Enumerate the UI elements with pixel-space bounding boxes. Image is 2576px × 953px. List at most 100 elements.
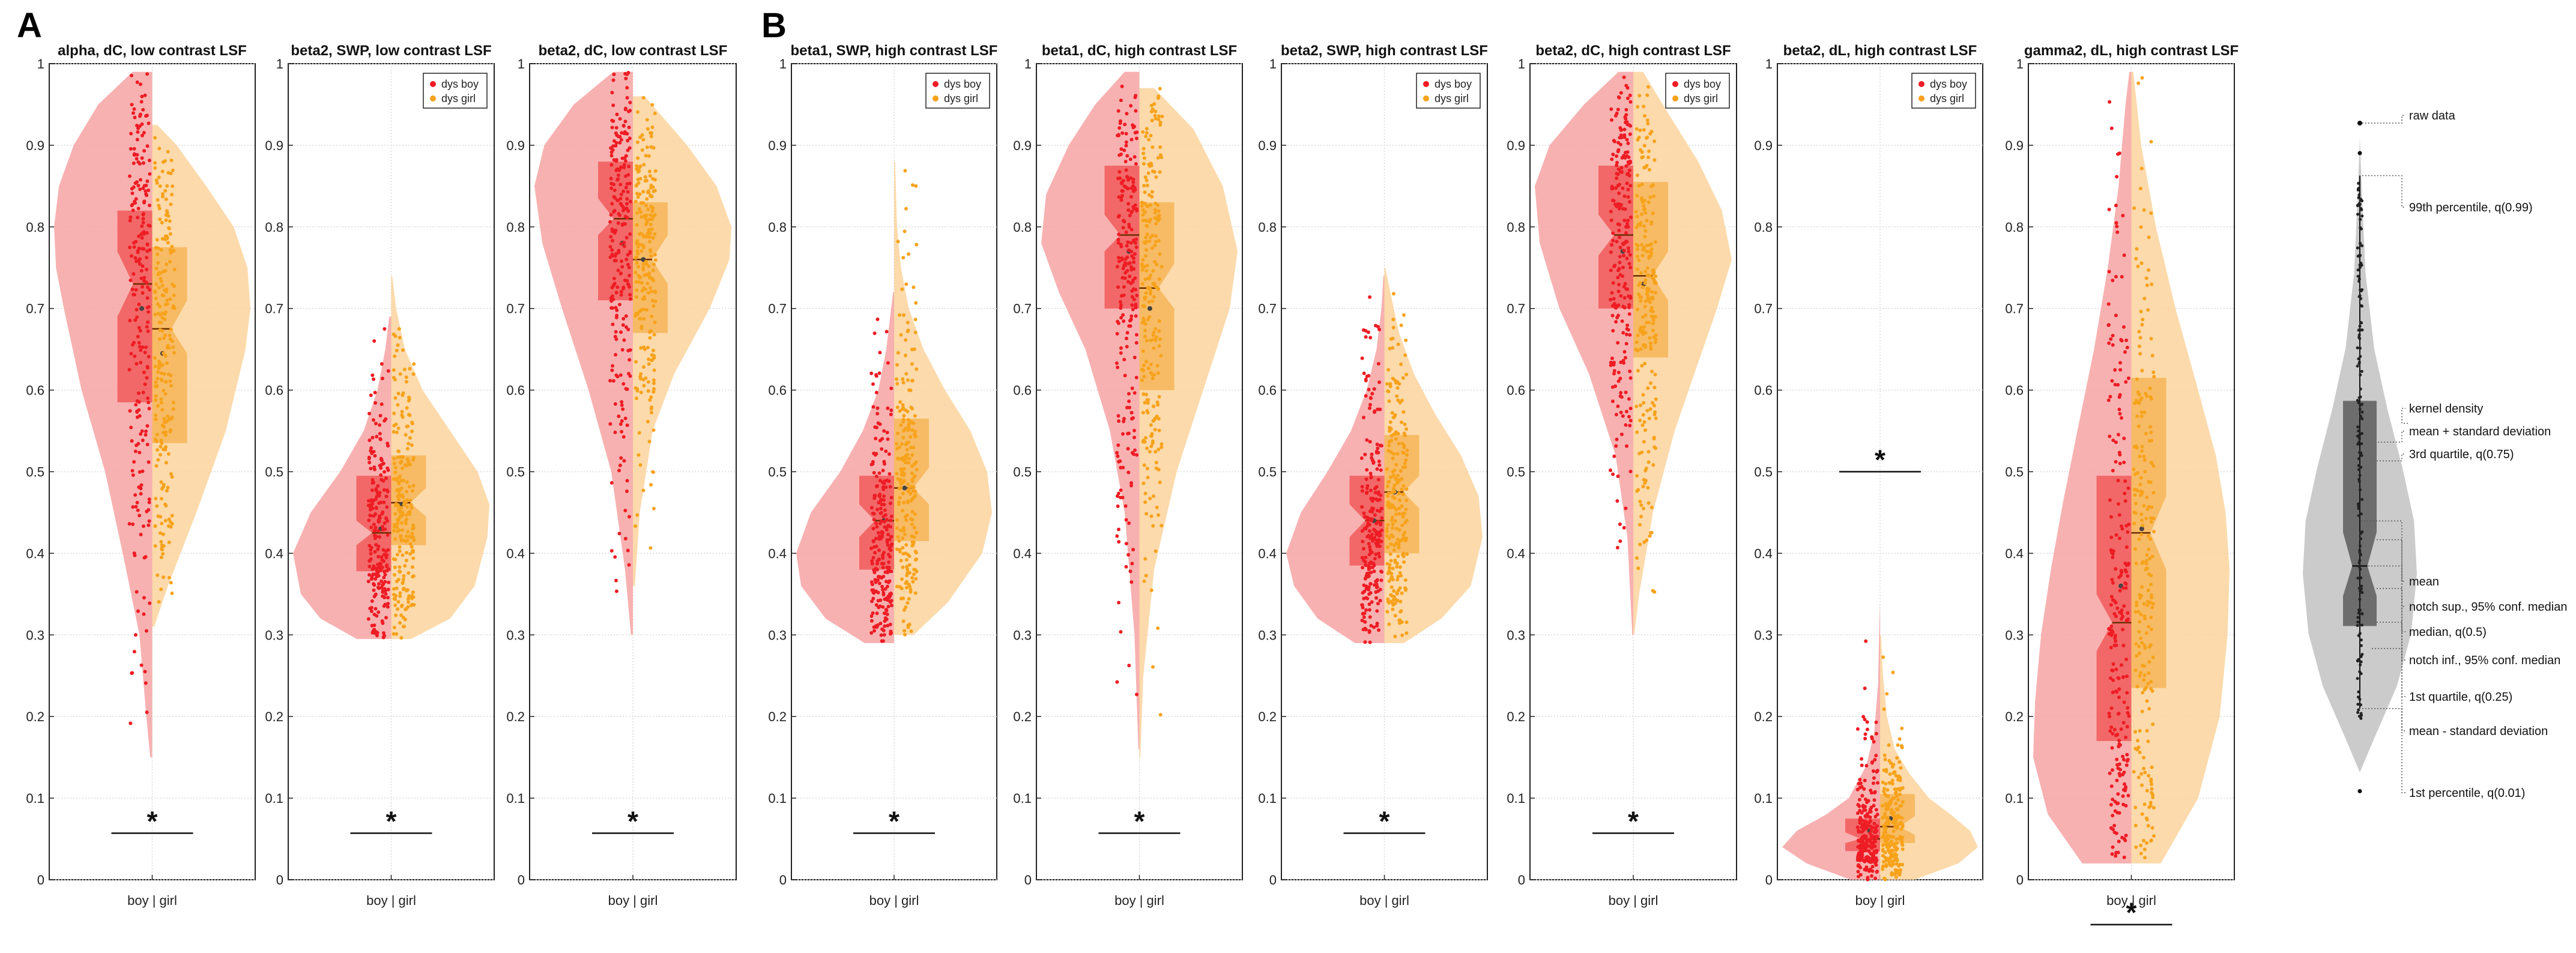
data-point bbox=[1368, 403, 1372, 407]
data-point bbox=[914, 184, 918, 188]
data-point bbox=[1143, 241, 1147, 245]
data-point bbox=[384, 516, 389, 521]
data-point bbox=[170, 244, 174, 249]
y-tick-label: 0.6 bbox=[26, 383, 44, 398]
data-point bbox=[1132, 267, 1136, 271]
data-point bbox=[2123, 479, 2127, 483]
data-point bbox=[1865, 727, 1869, 731]
data-point bbox=[165, 489, 169, 493]
data-point bbox=[404, 521, 408, 525]
explainer-data-point bbox=[2357, 396, 2361, 399]
data-point bbox=[651, 470, 655, 474]
data-point bbox=[1883, 792, 1887, 796]
data-point bbox=[382, 327, 387, 331]
data-point bbox=[141, 285, 144, 289]
data-point bbox=[2152, 530, 2156, 534]
data-point bbox=[169, 327, 173, 331]
data-point bbox=[1360, 529, 1364, 533]
data-point bbox=[135, 415, 139, 419]
data-point bbox=[1623, 282, 1627, 286]
data-point bbox=[1125, 255, 1129, 259]
data-point bbox=[895, 584, 899, 588]
data-point bbox=[1881, 843, 1885, 847]
data-point bbox=[1119, 306, 1123, 310]
data-point bbox=[1129, 580, 1134, 584]
data-point bbox=[641, 190, 646, 194]
data-point bbox=[2108, 100, 2112, 104]
data-point bbox=[1857, 874, 1860, 879]
data-point bbox=[1375, 443, 1379, 446]
data-point bbox=[1160, 445, 1164, 449]
data-point bbox=[1117, 170, 1122, 174]
data-point bbox=[872, 331, 877, 335]
data-point bbox=[2114, 639, 2118, 643]
data-point bbox=[904, 338, 908, 342]
data-point bbox=[392, 587, 396, 591]
data-point bbox=[876, 531, 880, 535]
data-point bbox=[1639, 148, 1643, 152]
data-point bbox=[157, 147, 162, 151]
data-point bbox=[1626, 187, 1630, 192]
data-point bbox=[410, 545, 414, 549]
data-point bbox=[1157, 344, 1161, 348]
data-point bbox=[1619, 410, 1623, 414]
data-point bbox=[883, 587, 887, 591]
data-point bbox=[2150, 354, 2154, 358]
data-point bbox=[1365, 596, 1370, 601]
y-tick-label: 1 bbox=[1024, 56, 1032, 71]
data-point bbox=[139, 348, 143, 352]
data-point bbox=[1399, 362, 1403, 366]
data-point bbox=[1152, 102, 1156, 106]
data-point bbox=[144, 114, 148, 118]
data-point bbox=[896, 535, 900, 539]
data-point bbox=[1640, 285, 1645, 289]
data-point bbox=[611, 238, 614, 243]
data-point bbox=[647, 169, 652, 174]
data-point bbox=[904, 551, 908, 555]
data-point bbox=[886, 580, 890, 584]
data-point bbox=[2138, 750, 2142, 754]
data-point bbox=[167, 226, 171, 230]
data-point bbox=[2109, 803, 2113, 807]
data-point bbox=[2115, 690, 2119, 694]
data-point bbox=[1616, 289, 1621, 294]
data-point bbox=[1628, 160, 1633, 165]
data-point bbox=[1642, 128, 1646, 132]
y-tick-label: 0.3 bbox=[1507, 628, 1525, 643]
data-point bbox=[158, 217, 162, 222]
data-point bbox=[2140, 322, 2144, 327]
data-point bbox=[1615, 240, 1619, 244]
data-point bbox=[899, 423, 903, 428]
data-point bbox=[1869, 858, 1873, 862]
data-point bbox=[374, 534, 378, 539]
data-point bbox=[1886, 794, 1890, 798]
data-point bbox=[650, 314, 654, 318]
data-point bbox=[609, 296, 613, 300]
data-point bbox=[1653, 340, 1657, 345]
data-point bbox=[163, 189, 168, 193]
significance-star: * bbox=[147, 806, 158, 837]
data-point bbox=[1618, 261, 1622, 265]
y-tick-label: 0 bbox=[1024, 873, 1032, 888]
data-point bbox=[1153, 450, 1158, 454]
data-point bbox=[157, 207, 162, 211]
data-point bbox=[137, 234, 141, 238]
data-point bbox=[1891, 771, 1896, 775]
data-point bbox=[1360, 603, 1364, 607]
data-point bbox=[1122, 264, 1126, 268]
data-point bbox=[611, 379, 615, 383]
data-point bbox=[1125, 336, 1128, 340]
data-point bbox=[2143, 470, 2147, 474]
data-point bbox=[612, 183, 615, 187]
data-point bbox=[398, 516, 402, 520]
data-point bbox=[2151, 491, 2156, 495]
data-point bbox=[411, 549, 415, 553]
data-point bbox=[374, 488, 378, 492]
explainer-data-point bbox=[2359, 414, 2362, 418]
data-point bbox=[142, 230, 146, 234]
data-point bbox=[652, 381, 656, 386]
data-point bbox=[874, 437, 878, 441]
data-point bbox=[156, 377, 160, 381]
data-point bbox=[1866, 800, 1870, 803]
data-point bbox=[133, 256, 138, 260]
